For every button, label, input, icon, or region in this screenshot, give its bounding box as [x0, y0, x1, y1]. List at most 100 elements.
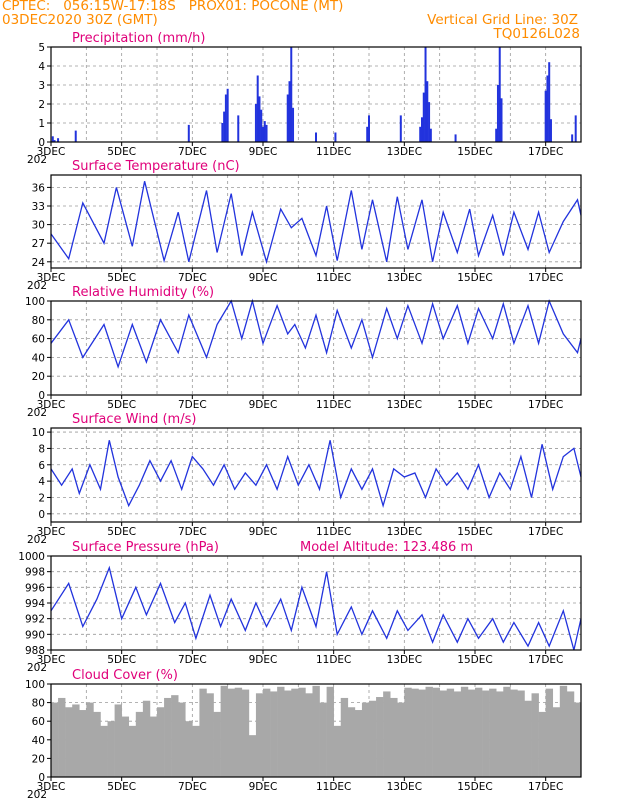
x-tick-label: 17DEC [528, 146, 563, 158]
precip-bar [495, 128, 498, 142]
precip-bar [544, 90, 547, 142]
y-tick-label: 27 [32, 238, 45, 250]
cloud-bar [93, 711, 101, 777]
cloud-bar [411, 688, 419, 777]
y-tick-label: 30 [32, 220, 45, 232]
header-vertical-grid-line: Vertical Grid Line: 30Z [427, 12, 578, 28]
cloud-bar [475, 687, 483, 777]
precip-bar [53, 140, 56, 142]
y-tick-label: 2 [38, 99, 45, 111]
x-tick-label: 3DEC [37, 272, 66, 284]
precip-bar [254, 104, 257, 142]
series-line [50, 298, 582, 369]
cloud-bar [305, 693, 313, 777]
cloud-bar [255, 693, 264, 777]
cloud-bar [489, 688, 497, 777]
cloud-bar [100, 725, 108, 777]
y-tick-label: 5 [38, 42, 45, 54]
cloud-bar [333, 725, 342, 777]
x-tick-label: 7DEC [178, 526, 207, 538]
precip-bar [51, 136, 54, 142]
header-run-id: TQ0126L028 [493, 26, 580, 42]
precip-bar [496, 85, 499, 142]
precip-bar [454, 134, 457, 142]
cloud-bar [376, 697, 384, 777]
precip-bar [500, 98, 503, 142]
x-tick-label: 7DEC [178, 399, 207, 411]
x-tick-label: 3DEC [37, 781, 66, 793]
y-tick-label: 1 [38, 118, 45, 130]
y-tick-label: 0 [38, 137, 45, 149]
x-tick-label: 9DEC [249, 399, 278, 411]
x-year-fragment: 202 [27, 280, 47, 292]
x-tick-label: 13DEC [387, 272, 422, 284]
x-tick-label: 17DEC [528, 399, 563, 411]
y-tick-label: 998 [25, 567, 45, 579]
y-tick-label: 0 [38, 390, 45, 402]
cloud-bar [566, 691, 575, 777]
cloud-bar [482, 690, 490, 777]
series-line [50, 565, 582, 651]
cloud-bar [227, 688, 236, 777]
cloud-bar [460, 686, 469, 777]
x-tick-label: 11DEC [316, 526, 351, 538]
cloud-bar [531, 693, 539, 777]
y-tick-label: 60 [32, 334, 45, 346]
cloud-bar [439, 690, 448, 777]
x-tick-label: 17DEC [528, 654, 563, 666]
x-tick-label: 5DEC [107, 781, 136, 793]
cloud-bar [192, 725, 200, 777]
panel-title: Surface Temperature (nC) [72, 159, 240, 174]
y-tick-label: 992 [25, 614, 45, 626]
cloud-bar [404, 687, 412, 777]
cloud-bar [573, 702, 582, 777]
cloud-bar [496, 691, 504, 777]
cloud-bar [220, 685, 228, 777]
precip-bar [57, 138, 60, 142]
cloud-bar [319, 702, 327, 777]
cloud-bar [178, 702, 186, 777]
precip-bar [574, 115, 577, 142]
x-tick-label: 11DEC [316, 272, 351, 284]
precip-bar [498, 47, 501, 142]
precip-bar [265, 124, 268, 142]
panel-3 [47, 298, 582, 399]
panel-title: Surface Pressure (hPa) [72, 540, 219, 555]
cloud-bar [213, 711, 221, 777]
cloud-bar [121, 716, 130, 777]
x-tick-label: 9DEC [249, 781, 278, 793]
panel-title: Precipitation (mm/h) [72, 31, 205, 46]
series-line [50, 181, 582, 265]
cloud-bar [135, 711, 144, 777]
precip-bar [286, 94, 289, 142]
precip-bar [260, 109, 263, 142]
precip-bar [426, 81, 429, 142]
x-tick-label: 3DEC [37, 146, 66, 158]
cloud-bar [234, 687, 243, 777]
precip-bar [237, 115, 240, 142]
precip-bar [428, 102, 431, 142]
cloud-bar [347, 707, 356, 777]
cloud-bar [277, 686, 285, 777]
precip-bar [548, 62, 551, 143]
x-tick-label: 11DEC [316, 781, 351, 793]
cloud-bar [128, 725, 137, 777]
cloud-bar [185, 721, 193, 777]
precip-bar [419, 126, 422, 142]
panel-frame [50, 174, 582, 269]
y-tick-label: 996 [25, 582, 45, 594]
header-station-line: CPTEC: 056:15W-17:18S PROX01: POCONE (MT… [2, 0, 344, 14]
x-tick-label: 9DEC [249, 526, 278, 538]
cloud-bar [149, 716, 158, 777]
cloud-bar [326, 686, 334, 777]
x-tick-label: 7DEC [178, 654, 207, 666]
cloud-bar [432, 687, 440, 777]
cloud-bar [524, 700, 532, 777]
y-tick-label: 40 [32, 735, 45, 747]
x-tick-label: 15DEC [457, 781, 492, 793]
precip-bar [288, 81, 291, 142]
x-tick-label: 13DEC [387, 526, 422, 538]
panel-frame [50, 46, 582, 143]
x-tick-label: 13DEC [387, 146, 422, 158]
precip-bar [226, 88, 229, 142]
